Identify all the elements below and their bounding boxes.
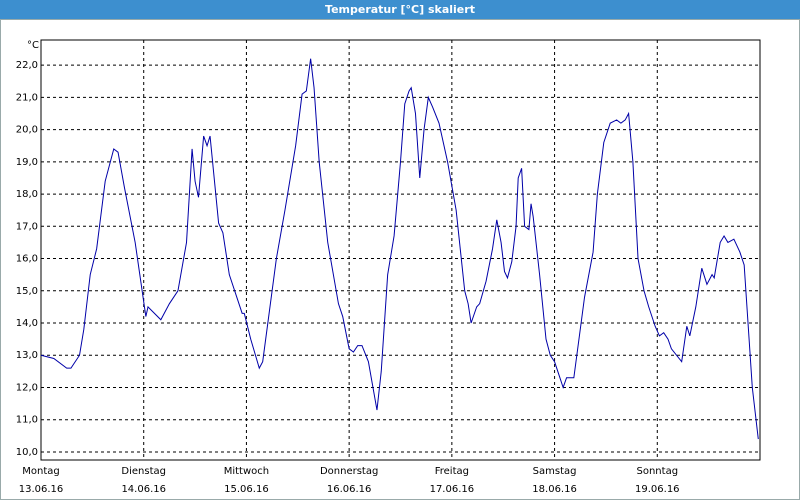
x-tick-label: Freitag bbox=[435, 466, 469, 477]
x-tick-date: 16.06.16 bbox=[327, 484, 372, 495]
x-tick-label: Dienstag bbox=[121, 466, 166, 477]
plot-area bbox=[40, 39, 761, 461]
x-tick-label: Donnerstag bbox=[320, 466, 378, 477]
y-tick-label: 18,0 bbox=[16, 189, 38, 200]
x-tick-date: 19.06.16 bbox=[635, 484, 680, 495]
y-tick-label: 15,0 bbox=[16, 286, 38, 297]
y-tick-label: 17,0 bbox=[16, 221, 38, 232]
chart: °C 10,0 11,0 12,0 13,0 14,0 15,0 16,0 17,0 18,0 1… bbox=[0, 19, 800, 500]
y-tick-label: 14,0 bbox=[16, 318, 38, 329]
x-tick-label: Montag bbox=[22, 466, 59, 477]
x-tick-label: Samstag bbox=[533, 466, 577, 477]
x-tick-label: Sonntag bbox=[637, 466, 679, 477]
y-tick-label: 16,0 bbox=[16, 254, 38, 265]
x-tick-date: 18.06.16 bbox=[532, 484, 577, 495]
x-tick-date: 13.06.16 bbox=[19, 484, 64, 495]
x-tick-label: Mittwoch bbox=[224, 466, 269, 477]
x-tick-date: 15.06.16 bbox=[224, 484, 269, 495]
chart-frame bbox=[0, 19, 800, 500]
y-tick-label: 10,0 bbox=[16, 447, 38, 458]
chart-title: Temperatur [°C] skaliert bbox=[325, 3, 475, 16]
y-axis-label: °C bbox=[27, 40, 39, 51]
y-tick-label: 20,0 bbox=[16, 125, 38, 136]
title-bar: Temperatur [°C] skaliert bbox=[0, 0, 800, 19]
y-tick-label: 13,0 bbox=[16, 350, 38, 361]
x-tick-date: 14.06.16 bbox=[121, 484, 166, 495]
y-tick-label: 11,0 bbox=[16, 415, 38, 426]
y-tick-label: 12,0 bbox=[16, 382, 38, 393]
y-tick-label: 19,0 bbox=[16, 157, 38, 168]
y-tick-label: 21,0 bbox=[16, 92, 38, 103]
temperature-line bbox=[40, 58, 759, 440]
x-tick-date: 17.06.16 bbox=[430, 484, 475, 495]
y-tick-label: 22,0 bbox=[16, 60, 38, 71]
